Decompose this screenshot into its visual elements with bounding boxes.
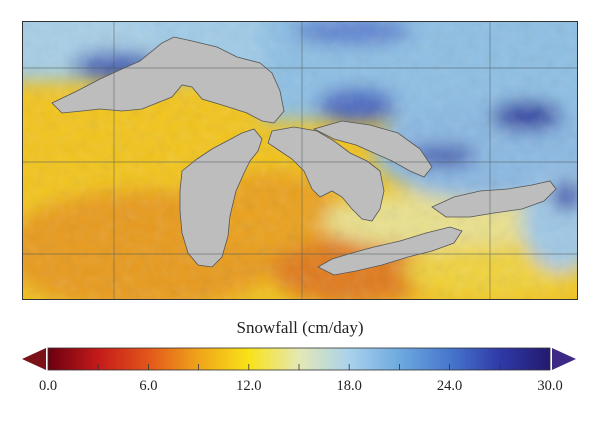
map-canvas <box>22 21 578 300</box>
colorbar <box>22 347 576 371</box>
lake-ontario <box>431 180 557 218</box>
colorbar-tick-label: 0.0 <box>38 378 58 394</box>
colorbar-tick-label: 18.0 <box>336 378 362 394</box>
colorbar-under-arrow <box>22 348 46 370</box>
colorbar-tick-label: 24.0 <box>436 378 463 394</box>
lake-superior <box>51 36 285 124</box>
colorbar-title: Snowfall (cm/day) <box>236 318 364 337</box>
colorbar-over-arrow <box>552 348 576 370</box>
lake-erie <box>317 226 463 276</box>
map-frame <box>22 21 578 300</box>
colorbar-tick-marks <box>97 364 501 370</box>
colorbar-tick-label: 6.0 <box>139 378 158 394</box>
lat-lon-grid <box>22 21 578 300</box>
colorbar-tick-label: 12.0 <box>236 378 262 394</box>
lake-michigan <box>179 128 263 268</box>
great-lakes <box>51 36 557 276</box>
snowfall-map <box>22 21 578 300</box>
lake-huron <box>267 126 385 222</box>
colorbar-tick-label: 30.0 <box>537 378 563 394</box>
georgian-bay <box>312 120 433 178</box>
